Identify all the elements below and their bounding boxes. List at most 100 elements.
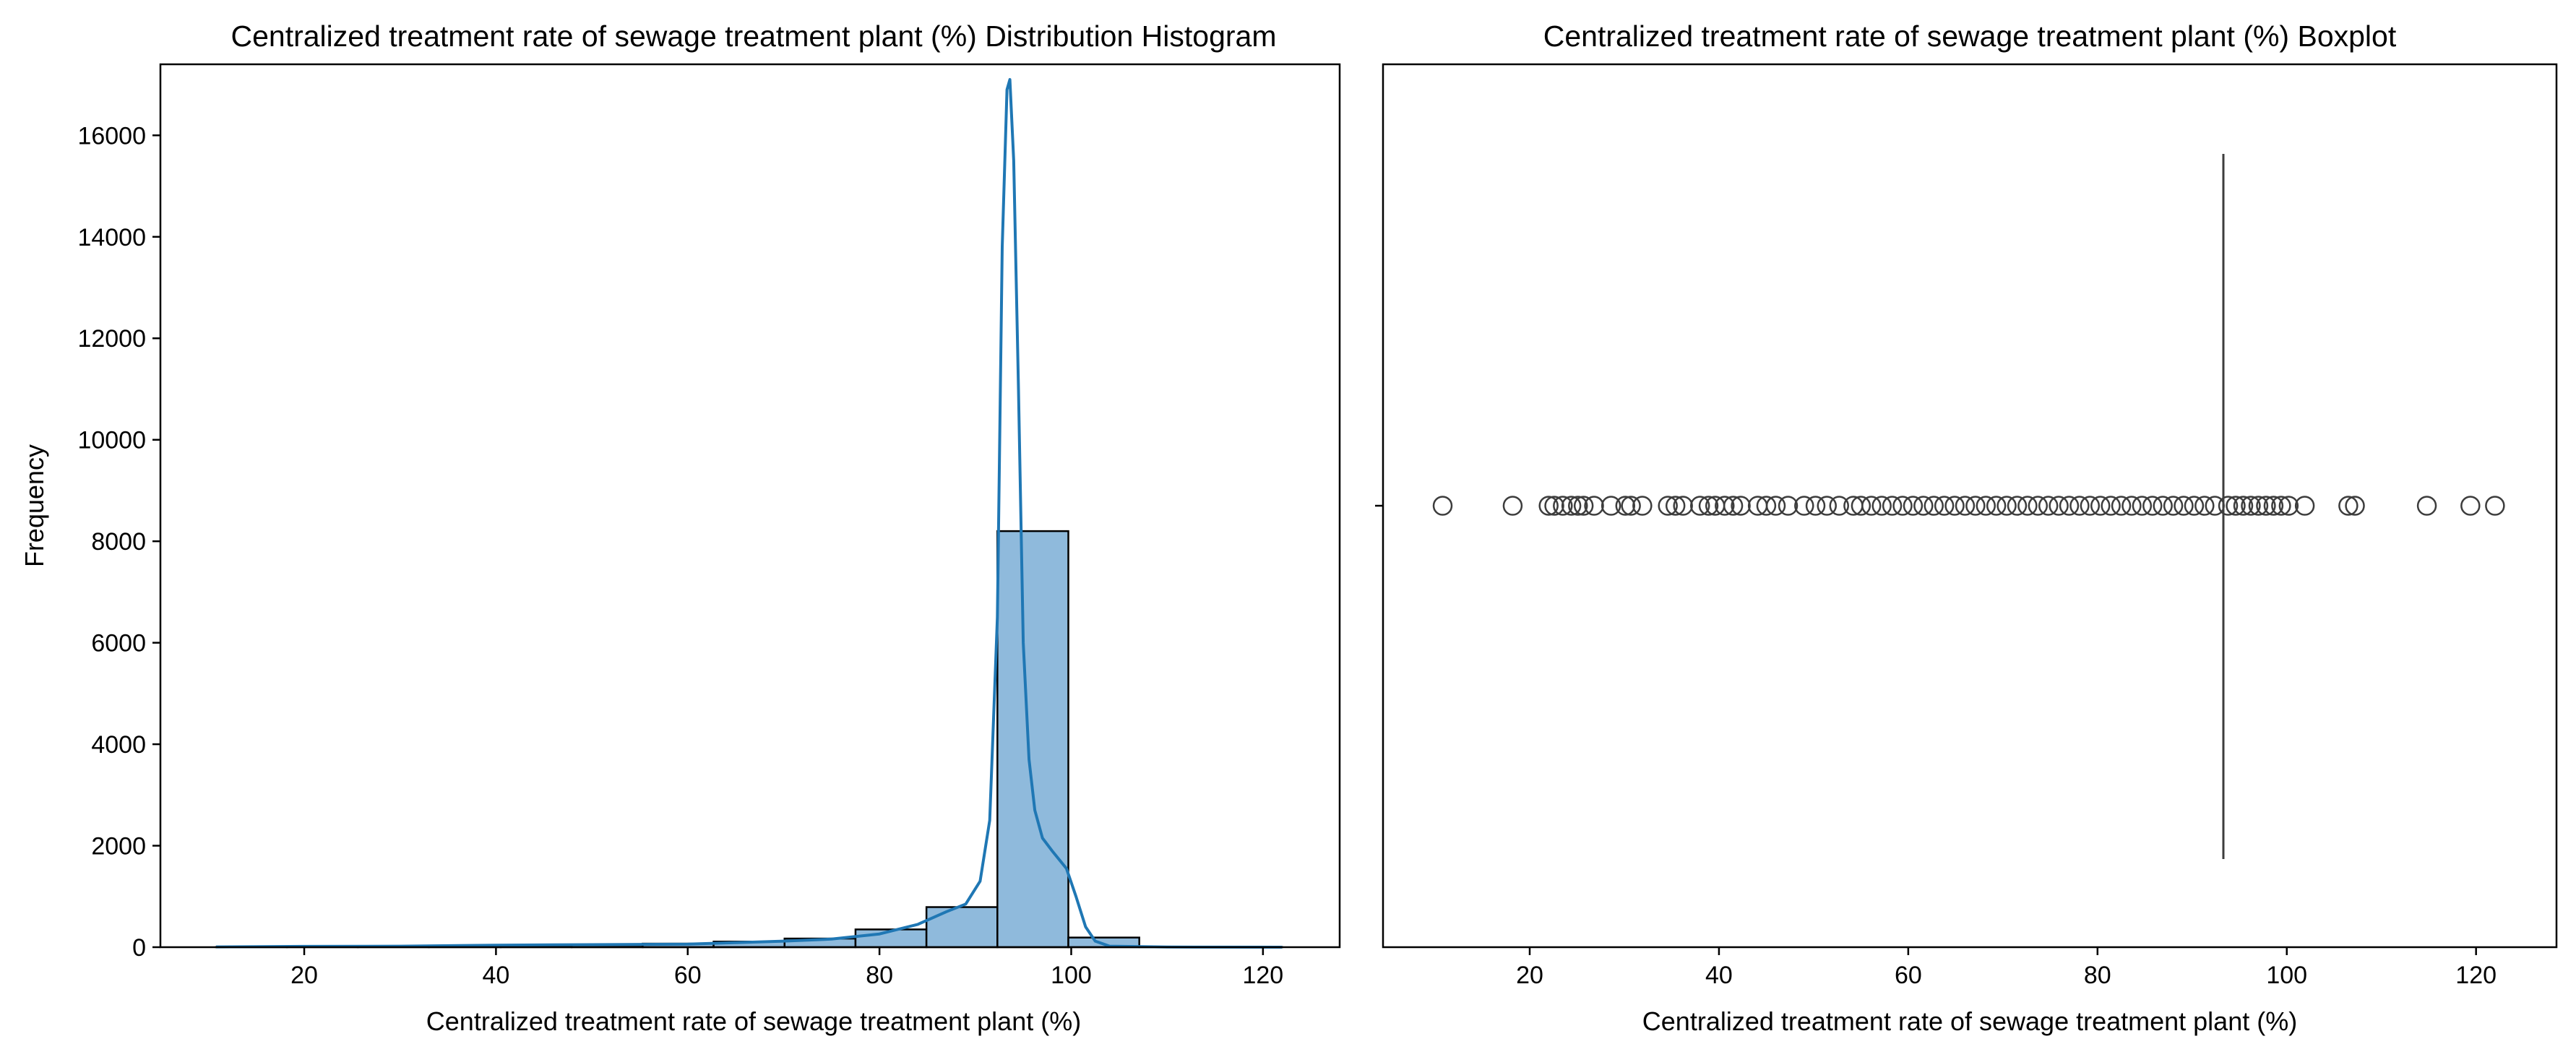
boxplot-outlier-56 [2111, 496, 2132, 516]
boxplot-outlier-20 [1723, 496, 1744, 516]
boxplot-outlier-19 [1715, 496, 1735, 516]
boxplot-outlier-24 [1765, 496, 1786, 516]
boxplot-outlier-42 [1965, 496, 1986, 516]
boxplot-outlier-12 [1632, 496, 1653, 516]
histogram-y-ticks: 0 2000 4000 6000 8000 10000 12000 14000 16000 [77, 122, 160, 962]
boxplot-outlier-25 [1778, 496, 1799, 516]
boxplot-outlier-80 [2485, 496, 2505, 516]
boxplot-outlier-47 [2017, 496, 2038, 516]
boxplot-outlier-73 [2271, 496, 2291, 516]
boxplot-outlier-74 [2278, 496, 2299, 516]
histogram-y-tick-label: 14000 [77, 224, 146, 251]
boxplot-outlier-79 [2460, 496, 2481, 516]
boxplot-outlier-63 [2184, 496, 2205, 516]
histogram-panel: Centralized treatment rate of sewage tre… [20, 20, 1341, 1036]
boxplot-outlier-27 [1805, 496, 1826, 516]
histogram-y-tick-label: 2000 [91, 833, 146, 860]
boxplot-outlier-44 [1986, 496, 2007, 516]
boxplot-x-tick-label: 20 [1516, 962, 1543, 989]
boxplot-x-tick-label: 40 [1705, 962, 1733, 989]
boxplot-outlier-14 [1665, 496, 1686, 516]
histogram-x-label: Centralized treatment rate of sewage tre… [426, 1006, 1081, 1036]
boxplot-outlier-61 [2163, 496, 2184, 516]
histogram-x-tick-label: 80 [866, 962, 893, 989]
boxplot-outlier-64 [2194, 496, 2215, 516]
boxplot-outlier-7 [1573, 496, 1594, 516]
boxplot-outlier-72 [2263, 496, 2284, 516]
boxplot-outlier-4 [1553, 496, 1573, 516]
boxplot-outlier-57 [2121, 496, 2142, 516]
boxplot-outlier-38 [1924, 496, 1944, 516]
boxplot-outlier-6 [1568, 496, 1588, 516]
boxplot-outlier-54 [2090, 496, 2111, 516]
boxplot-outlier-34 [1882, 496, 1903, 516]
boxplot-outlier-36 [1903, 496, 1924, 516]
boxplot-outlier-1 [1502, 496, 1523, 516]
histogram-bar-10 [925, 906, 999, 949]
boxplot-outlier-51 [2059, 496, 2080, 516]
boxplot-outlier-60 [2153, 496, 2173, 516]
boxplot-frame [1382, 63, 2558, 949]
boxplot-outlier-13 [1658, 496, 1678, 516]
boxplot-outlier-53 [2080, 496, 2101, 516]
histogram-bar-11 [996, 530, 1069, 949]
boxplot-outlier-43 [1976, 496, 1996, 516]
histogram-kde-line [215, 78, 1283, 949]
boxplot-outlier-48 [2028, 496, 2049, 516]
boxplot-outlier-29 [1829, 496, 1850, 516]
histogram-x-tick-label: 120 [1242, 962, 1283, 989]
boxplot-outlier-28 [1817, 496, 1837, 516]
histogram-y-tick-label: 8000 [91, 528, 146, 556]
boxplot-outlier-21 [1731, 496, 1751, 516]
boxplot-outlier-55 [2101, 496, 2121, 516]
boxplot-outlier-45 [1996, 496, 2017, 516]
boxplot-outlier-17 [1698, 496, 1719, 516]
boxplot-outlier-50 [2049, 496, 2069, 516]
boxplot-panel: Centralized treatment rate of sewage tre… [1375, 20, 2558, 1036]
histogram-y-tick-label: 0 [132, 934, 146, 962]
boxplot-outlier-78 [2416, 496, 2437, 516]
boxplot-title: Centralized treatment rate of sewage tre… [1543, 20, 2397, 53]
boxplot-outlier-75 [2294, 496, 2315, 516]
boxplot-x-tick-label: 60 [1895, 962, 1922, 989]
boxplot-outliers [1432, 496, 2505, 516]
histogram-y-label: Frequency [20, 444, 49, 567]
boxplot-outlier-0 [1432, 496, 1453, 516]
boxplot-outlier-71 [2256, 496, 2276, 516]
histogram-bars [215, 530, 1283, 949]
histogram-x-tick-label: 60 [674, 962, 702, 989]
histogram-x-tick-label: 40 [482, 962, 509, 989]
boxplot-outlier-41 [1955, 496, 1976, 516]
histogram-x-tick-label: 100 [1051, 962, 1092, 989]
boxplot-outlier-70 [2248, 496, 2269, 516]
boxplot-outlier-66 [2218, 496, 2239, 516]
boxplot-outlier-58 [2132, 496, 2153, 516]
histogram-y-tick-label: 6000 [91, 630, 146, 657]
boxplot-outlier-33 [1871, 496, 1892, 516]
histogram-y-tick-label: 10000 [77, 427, 146, 454]
boxplot-outlier-69 [2241, 496, 2261, 516]
boxplot-outlier-46 [2007, 496, 2028, 516]
boxplot-outlier-15 [1673, 496, 1693, 516]
boxplot-x-tick-label: 120 [2455, 962, 2497, 989]
boxplot-outlier-23 [1756, 496, 1777, 516]
histogram-y-tick-label: 16000 [77, 122, 146, 150]
boxplot-outlier-2 [1538, 496, 1559, 516]
boxplot-outlier-52 [2069, 496, 2090, 516]
boxplot-x-tick-label: 100 [2266, 962, 2307, 989]
boxplot-outlier-40 [1944, 496, 1965, 516]
histogram-y-tick-label: 4000 [91, 731, 146, 759]
boxplot-outlier-76 [2338, 496, 2359, 516]
histogram-title: Centralized treatment rate of sewage tre… [231, 20, 1276, 53]
histogram-x-tick-label: 20 [290, 962, 318, 989]
boxplot-outlier-10 [1615, 496, 1636, 516]
boxplot-outlier-9 [1601, 496, 1621, 516]
boxplot-outlier-32 [1861, 496, 1882, 516]
boxplot-outlier-16 [1689, 496, 1710, 516]
boxplot-outlier-26 [1794, 496, 1814, 516]
boxplot-outlier-5 [1561, 496, 1582, 516]
boxplot-outlier-3 [1544, 496, 1564, 516]
boxplot-outlier-8 [1584, 496, 1604, 516]
histogram-frame [159, 63, 1341, 949]
